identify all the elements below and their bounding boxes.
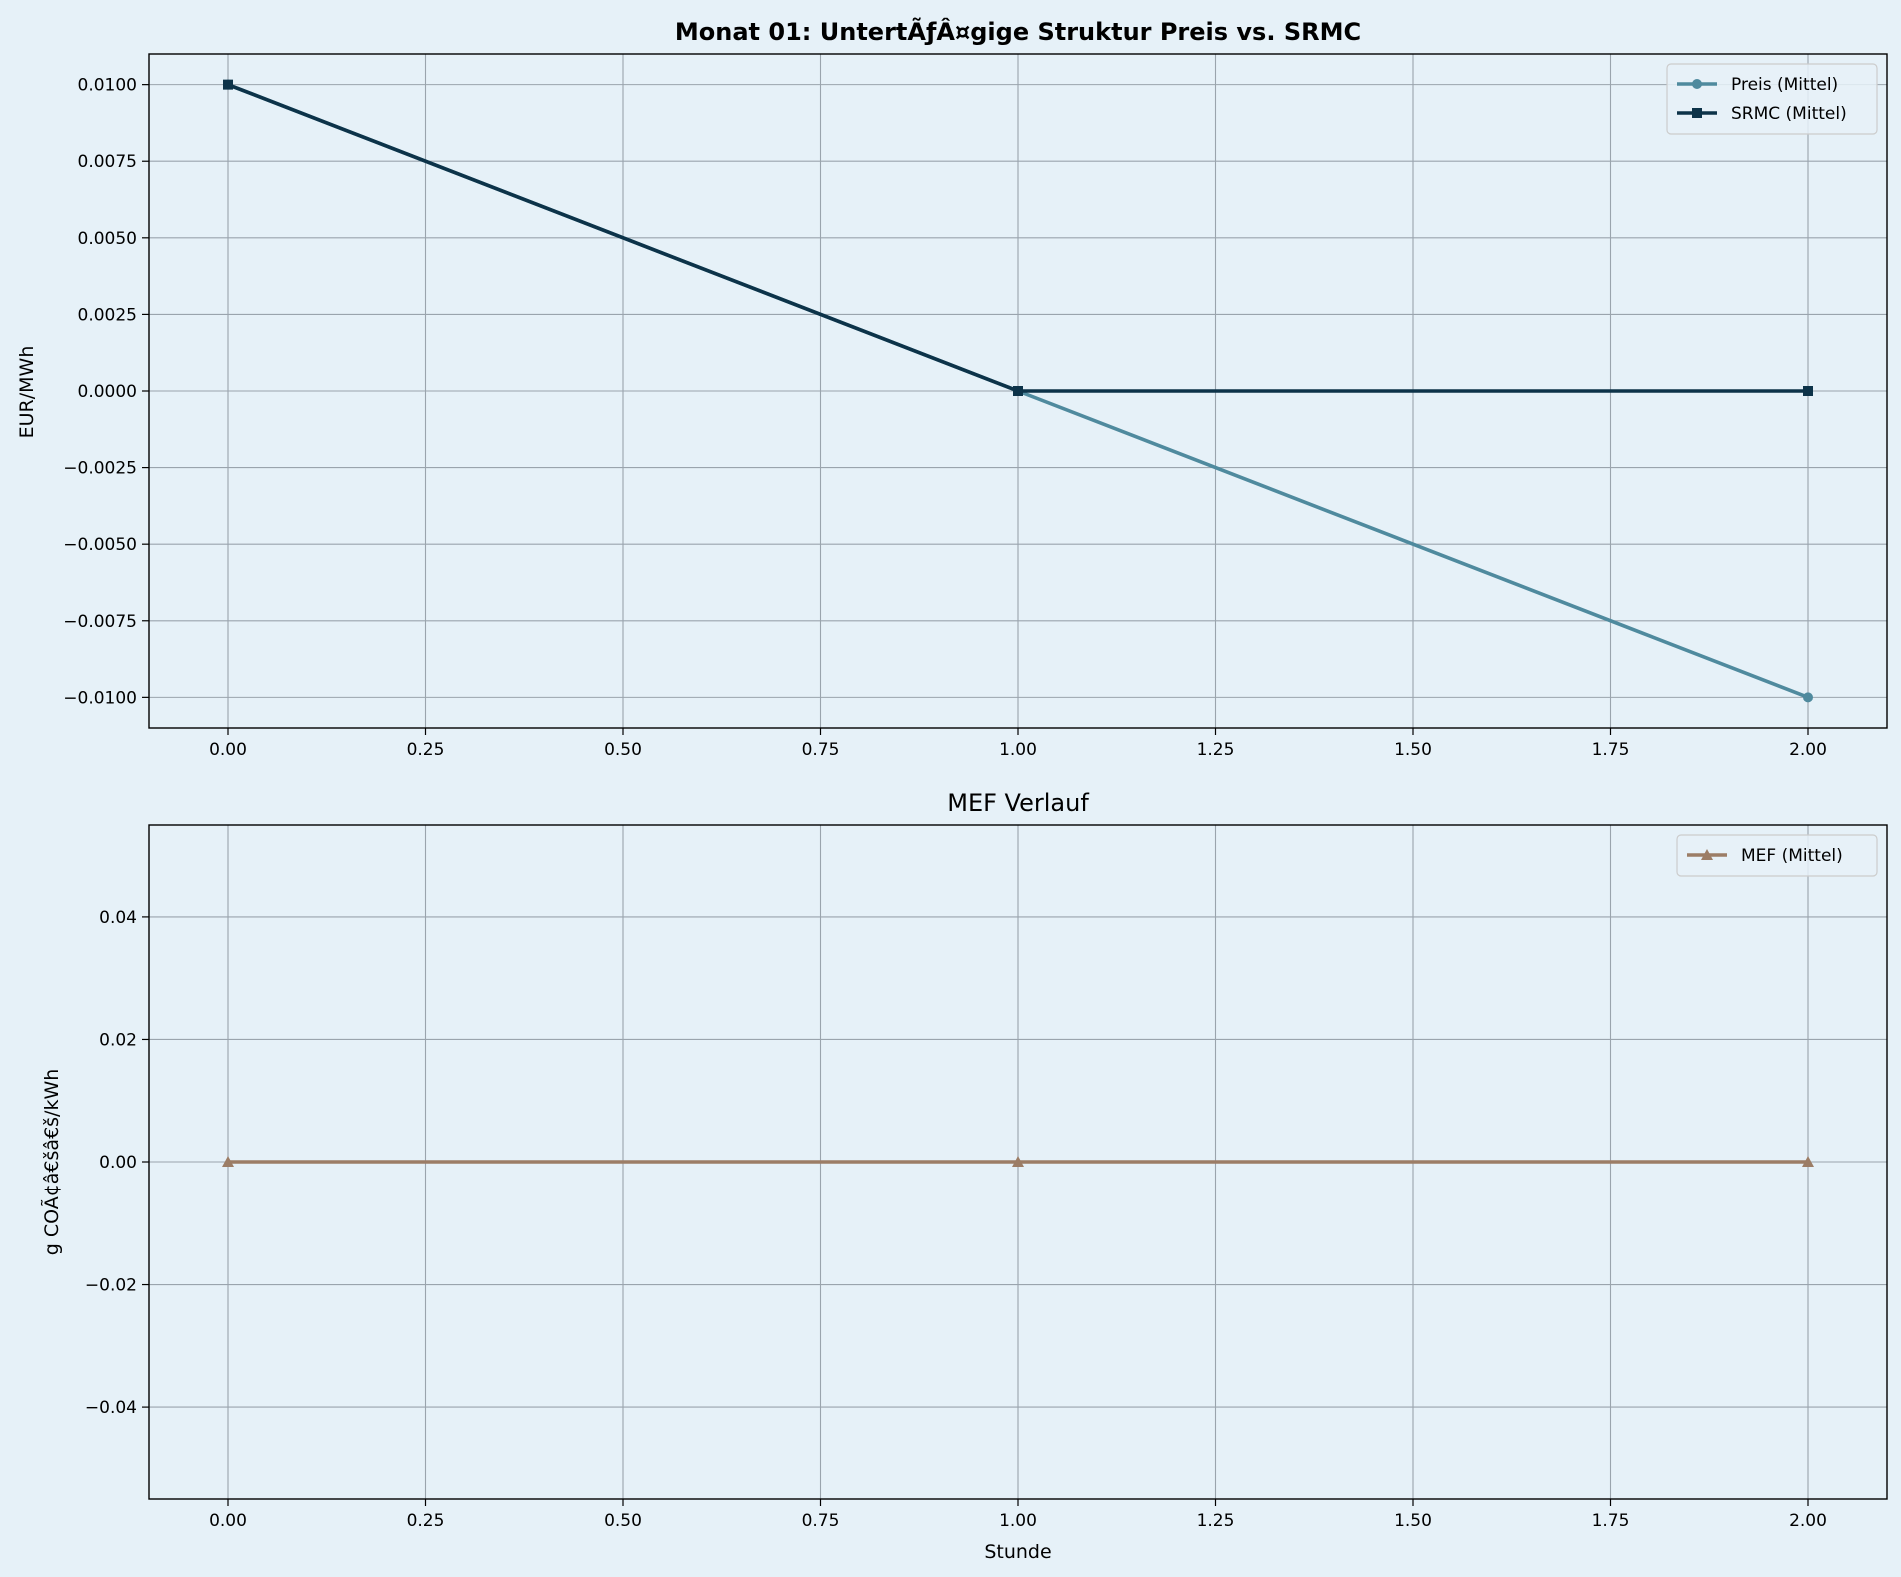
- legend: Preis (Mittel) SRMC (Mittel): [1666, 63, 1878, 135]
- y-tick-label: 0.02: [99, 1030, 137, 1050]
- y-axis-ticks: −0.0100 −0.0075 −0.0050 −0.0025 0.0000 0.0025…: [63, 76, 149, 708]
- y-tick-label: 0.04: [99, 908, 137, 928]
- data-point: [223, 79, 233, 90]
- series-1: [222, 1156, 1814, 1167]
- x-tick-label: 1.50: [1394, 1511, 1432, 1531]
- legend-box: [1676, 834, 1878, 877]
- x-tick-label: 1.25: [1197, 740, 1235, 760]
- y-axis-ticks: −0.04 −0.02 0.00 0.02 0.04: [85, 908, 149, 1418]
- x-tick-label: 1.00: [999, 1511, 1037, 1531]
- y-tick-label: 0.00: [99, 1153, 137, 1173]
- legend-box: [1666, 63, 1878, 135]
- data-point: [1802, 1156, 1814, 1167]
- x-tick-label: 0.00: [209, 1511, 247, 1531]
- x-tick-label: 1.75: [1592, 1511, 1630, 1531]
- grid: [149, 54, 1887, 728]
- x-axis-ticks: 0.00 0.25 0.50 0.75 1.00 1.25 1.50 1.75 2.00: [209, 728, 1827, 760]
- y-tick-label: 0.0050: [78, 229, 137, 249]
- x-tick-label: 1.25: [1197, 1511, 1235, 1531]
- mef-chart: MEF Verlauf g COÃ¢â€šâ€š/kWh Stunde 0.00…: [40, 789, 1888, 1563]
- x-tick-label: 0.25: [407, 1511, 445, 1531]
- series-layer: [222, 1156, 1814, 1167]
- data-point: [1803, 386, 1813, 396]
- legend: MEF (Mittel): [1676, 834, 1878, 877]
- legend-label: MEF (Mittel): [1741, 846, 1843, 866]
- x-tick-label: 1.75: [1592, 740, 1630, 760]
- x-tick-label: 0.50: [604, 740, 642, 760]
- x-axis-ticks: 0.00 0.25 0.50 0.75 1.00 1.25 1.50 1.75 2.00: [209, 1499, 1827, 1531]
- x-axis-label: Stunde: [984, 1541, 1051, 1563]
- chart-title: MEF Verlauf: [947, 789, 1089, 817]
- x-tick-label: 1.50: [1394, 740, 1432, 760]
- data-point: [1803, 692, 1813, 703]
- x-tick-label: 2.00: [1789, 1511, 1827, 1531]
- chart-title: Monat 01: UntertÃƒÂ¤gige Struktur Preis …: [675, 17, 1361, 46]
- legend-label: SRMC (Mittel): [1731, 104, 1847, 124]
- x-tick-label: 0.00: [209, 740, 247, 760]
- x-tick-label: 2.00: [1789, 740, 1827, 760]
- y-tick-label: −0.02: [85, 1276, 137, 1296]
- y-tick-label: 0.0100: [78, 76, 137, 96]
- data-point: [1012, 1156, 1024, 1167]
- x-tick-label: 0.75: [802, 1511, 840, 1531]
- x-tick-label: 0.75: [802, 740, 840, 760]
- legend-marker: [1692, 79, 1702, 89]
- legend-entry: SRMC (Mittel): [1677, 104, 1847, 124]
- x-tick-label: 1.00: [999, 740, 1037, 760]
- y-axis-label: g COÃ¢â€šâ€š/kWh: [40, 1069, 63, 1256]
- y-tick-label: −0.0025: [63, 459, 137, 479]
- x-tick-label: 0.50: [604, 1511, 642, 1531]
- y-tick-label: 0.0075: [78, 152, 137, 172]
- y-tick-label: −0.04: [85, 1398, 137, 1418]
- series-layer: [223, 79, 1813, 703]
- price-srmc-chart: Monat 01: UntertÃƒÂ¤gige Struktur Preis …: [16, 17, 1888, 760]
- legend-marker: [1692, 108, 1702, 118]
- y-tick-label: −0.0050: [63, 535, 137, 555]
- y-tick-label: 0.0025: [78, 305, 137, 325]
- legend-label: Preis (Mittel): [1731, 75, 1838, 95]
- y-tick-label: 0.0000: [78, 382, 137, 402]
- legend-entry: Preis (Mittel): [1677, 75, 1838, 95]
- y-tick-label: −0.0075: [63, 612, 137, 632]
- legend-entry: MEF (Mittel): [1687, 846, 1843, 866]
- series-2: [223, 79, 1813, 396]
- data-point: [222, 1156, 234, 1167]
- y-tick-label: −0.0100: [63, 688, 137, 708]
- x-tick-label: 0.25: [407, 740, 445, 760]
- data-point: [1013, 386, 1023, 396]
- y-axis-label: EUR/MWh: [16, 346, 38, 439]
- legend-marker: [1701, 849, 1713, 860]
